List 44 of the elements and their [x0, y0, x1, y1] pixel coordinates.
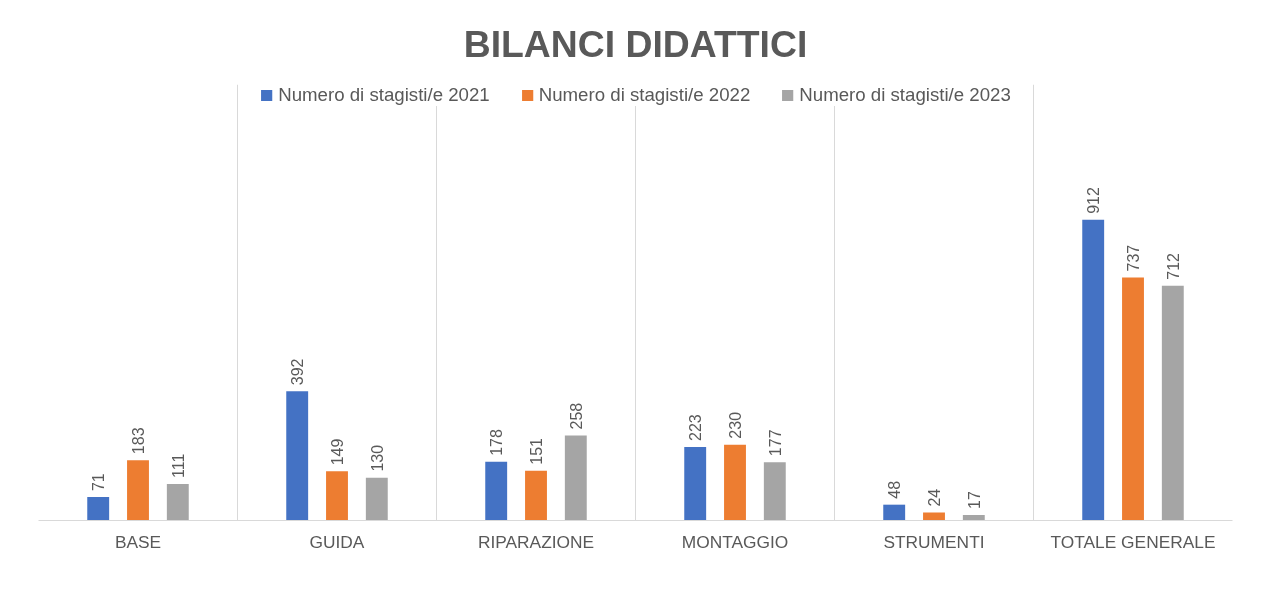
- data-label: 712: [1164, 252, 1182, 280]
- data-label: 17: [965, 490, 983, 509]
- chart-title: BILANCI DIDATTICI: [463, 22, 808, 65]
- bar: [1122, 277, 1144, 521]
- bar: [365, 477, 388, 521]
- bar: [485, 461, 508, 521]
- data-label: 178: [488, 429, 506, 456]
- data-label: 24: [926, 488, 943, 507]
- data-label: 230: [727, 411, 744, 439]
- x-tick-label: RIPARAZIONE: [477, 531, 595, 552]
- data-label: 737: [1125, 244, 1142, 272]
- data-label: 392: [289, 358, 307, 386]
- x-tick-label: STRUMENTI: [883, 531, 985, 552]
- legend-label: Numero di stagisti/e 2021: [278, 84, 490, 106]
- bar: [763, 462, 786, 521]
- data-label: 111: [169, 453, 187, 478]
- x-tick-label: TOTALE GENERALE: [1050, 531, 1216, 552]
- bar: [564, 435, 587, 521]
- bar: [724, 444, 746, 521]
- bar: [87, 497, 110, 521]
- bar: [326, 471, 348, 521]
- bar: [127, 460, 149, 521]
- bar: [1082, 219, 1105, 521]
- data-label: 223: [687, 414, 705, 441]
- x-tick-label: BASE: [114, 531, 162, 552]
- data-label: 151: [528, 437, 545, 465]
- data-label: 130: [368, 444, 386, 472]
- bar: [166, 483, 189, 521]
- legend-label: Numero di stagisti/e 2022: [538, 84, 751, 106]
- x-tick-label: GUIDA: [309, 531, 365, 552]
- data-label: 177: [766, 429, 784, 457]
- data-label: 183: [130, 427, 147, 455]
- bar: [883, 504, 906, 521]
- data-label: 149: [329, 438, 346, 466]
- bar: [684, 446, 707, 521]
- data-label: 48: [886, 480, 904, 499]
- legend-label: Numero di stagisti/e 2023: [799, 84, 1011, 106]
- bar: [1161, 285, 1184, 521]
- bar: [286, 391, 309, 521]
- x-tick-label: MONTAGGIO: [681, 531, 789, 552]
- data-label: 912: [1085, 187, 1103, 214]
- bar: [525, 470, 547, 521]
- data-label: 258: [567, 402, 585, 430]
- data-label: 71: [90, 473, 108, 492]
